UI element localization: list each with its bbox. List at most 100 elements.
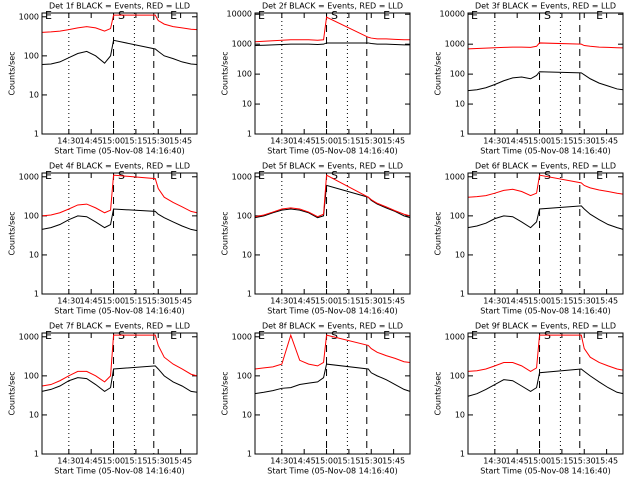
annotation: E: [383, 9, 390, 22]
chart-title: Det 9f BLACK = Events, RED = LLD: [475, 322, 616, 331]
x-tick-label: 14:30: [57, 297, 80, 306]
x-tick-label: 15:30: [147, 297, 170, 306]
annotation: E: [596, 329, 603, 342]
annotation: E: [45, 329, 52, 342]
y-tick-label: 10: [29, 250, 39, 259]
x-tick-label: 15:00: [102, 297, 125, 306]
x-tick-label: 14:30: [483, 137, 506, 146]
annotation: E: [45, 9, 52, 22]
y-tick-label: 100: [237, 371, 252, 380]
x-tick-label: 15:30: [573, 137, 596, 146]
series-line: [467, 71, 624, 92]
annotation: S: [544, 9, 551, 22]
y-tick-label: 1000: [445, 40, 465, 49]
x-tick-label: 15:30: [360, 297, 383, 306]
chart-title: Det 4f BLACK = Events, RED = LLD: [49, 162, 190, 171]
y-tick-label: 1: [247, 290, 252, 299]
x-tick-label: 14:30: [270, 297, 293, 306]
x-tick-label: 14:30: [57, 137, 80, 146]
x-tick-label: 15:30: [573, 297, 596, 306]
annotation: E: [170, 169, 177, 182]
x-tick-label: 15:45: [595, 297, 618, 306]
x-axis-label: Start Time (05-Nov-08 14:16:40): [267, 307, 397, 316]
y-tick-label: 1000: [19, 172, 39, 181]
x-tick-label: 14:45: [80, 297, 103, 306]
series-line: [254, 174, 411, 218]
x-tick-label: 14:45: [506, 457, 529, 466]
y-tick-label: 10: [455, 410, 465, 419]
series-line: [41, 39, 198, 66]
plot-frame: [467, 332, 624, 455]
x-tick-label: 15:00: [315, 297, 338, 306]
y-tick-label: 10: [242, 410, 252, 419]
x-tick-label: 15:15: [550, 457, 573, 466]
chart-title: Det 6f BLACK = Events, RED = LLD: [475, 162, 616, 171]
annotation: E: [471, 169, 478, 182]
x-tick-label: 15:00: [102, 137, 125, 146]
y-tick-label: 1000: [232, 172, 252, 181]
annotation: S: [544, 169, 551, 182]
series-line: [467, 334, 624, 372]
y-axis-label: Counts/sec: [8, 51, 17, 95]
y-axis-label: Counts/sec: [221, 211, 230, 255]
annotation: E: [258, 329, 265, 342]
annotation: E: [258, 9, 265, 22]
x-axis-label: Start Time (05-Nov-08 14:16:40): [54, 467, 184, 476]
x-tick-label: 15:45: [169, 137, 192, 146]
y-tick-label: 100: [450, 211, 465, 220]
y-tick-label: 10: [29, 410, 39, 419]
x-tick-label: 15:15: [337, 137, 360, 146]
x-axis-label: Start Time (05-Nov-08 14:16:40): [480, 147, 610, 156]
x-tick-label: 14:45: [80, 457, 103, 466]
annotation: E: [596, 9, 603, 22]
y-tick-label: 100: [450, 70, 465, 79]
y-axis-label: Counts/sec: [8, 211, 17, 255]
y-tick-label: 1000: [232, 332, 252, 341]
chart-title: Det 1f BLACK = Events, RED = LLD: [49, 2, 190, 11]
series-line: [254, 184, 411, 219]
plot-frame: [254, 332, 411, 455]
x-tick-label: 15:15: [550, 297, 573, 306]
y-tick-label: 10: [242, 250, 252, 259]
x-axis-label: Start Time (05-Nov-08 14:16:40): [480, 307, 610, 316]
x-tick-label: 15:00: [102, 457, 125, 466]
x-tick-label: 15:30: [360, 137, 383, 146]
series-line: [41, 14, 198, 33]
x-tick-label: 15:30: [360, 457, 383, 466]
annotation: E: [258, 169, 265, 182]
chart-title: Det 3f BLACK = Events, RED = LLD: [475, 2, 616, 11]
x-tick-label: 14:30: [483, 457, 506, 466]
annotation: S: [331, 329, 338, 342]
chart-title: Det 5f BLACK = Events, RED = LLD: [262, 162, 403, 171]
annotation: E: [383, 169, 390, 182]
series-line: [41, 334, 198, 387]
y-tick-label: 10000: [440, 10, 465, 19]
y-axis-label: Counts/sec: [434, 371, 443, 415]
y-tick-label: 100: [237, 211, 252, 220]
y-tick-label: 100: [24, 211, 39, 220]
x-tick-label: 15:00: [528, 137, 551, 146]
x-tick-label: 15:00: [528, 297, 551, 306]
chart-title: Det 7f BLACK = Events, RED = LLD: [49, 322, 190, 331]
y-tick-label: 1: [460, 450, 465, 459]
annotation: E: [596, 169, 603, 182]
y-axis-label: Counts/sec: [221, 51, 230, 95]
x-tick-label: 14:45: [293, 137, 316, 146]
x-tick-label: 14:30: [270, 137, 293, 146]
x-tick-label: 15:45: [382, 457, 405, 466]
y-tick-label: 1: [247, 130, 252, 139]
plot-frame: [41, 12, 198, 135]
x-tick-label: 15:45: [169, 297, 192, 306]
x-tick-label: 15:30: [147, 137, 170, 146]
y-tick-label: 10: [455, 250, 465, 259]
y-tick-label: 1: [460, 130, 465, 139]
y-tick-label: 1: [247, 450, 252, 459]
x-tick-label: 14:45: [293, 457, 316, 466]
plot-frame: [41, 332, 198, 455]
x-tick-label: 15:00: [315, 137, 338, 146]
x-tick-label: 14:30: [483, 297, 506, 306]
x-tick-label: 15:45: [382, 137, 405, 146]
series-line: [41, 365, 198, 393]
y-tick-label: 100: [24, 371, 39, 380]
